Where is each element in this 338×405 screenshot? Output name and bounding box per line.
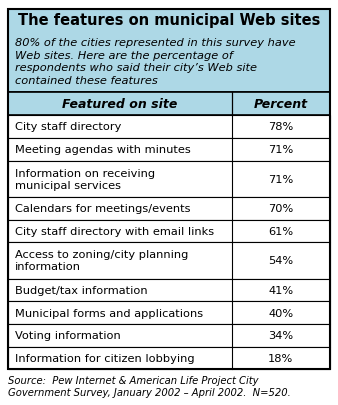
Text: 70%: 70% (268, 204, 293, 213)
Text: Access to zoning/city planning
information: Access to zoning/city planning informati… (15, 250, 188, 272)
Bar (8, 324, 330, 347)
Bar (8, 10, 330, 93)
Text: 18%: 18% (268, 353, 293, 363)
Bar (8, 347, 330, 369)
Text: City staff directory with email links: City staff directory with email links (15, 226, 214, 236)
Text: Information for citizen lobbying: Information for citizen lobbying (15, 353, 194, 363)
Text: Source:  Pew Internet & American Life Project City
Government Survey, January 20: Source: Pew Internet & American Life Pro… (8, 375, 291, 397)
Text: 61%: 61% (268, 226, 293, 236)
Text: 41%: 41% (268, 285, 293, 295)
Text: Information on receiving
municipal services: Information on receiving municipal servi… (15, 168, 155, 190)
Text: Meeting agendas with minutes: Meeting agendas with minutes (15, 145, 190, 155)
Text: The features on municipal Web sites: The features on municipal Web sites (18, 13, 320, 28)
Text: Budget/tax information: Budget/tax information (15, 285, 147, 295)
Text: 71%: 71% (268, 174, 293, 184)
Bar (8, 197, 330, 220)
Text: Municipal forms and applications: Municipal forms and applications (15, 308, 203, 318)
Bar (8, 279, 330, 301)
Text: Percent: Percent (254, 98, 308, 111)
Text: 54%: 54% (268, 256, 293, 266)
Text: 80% of the cities represented in this survey have
Web sites. Here are the percen: 80% of the cities represented in this su… (15, 38, 296, 86)
Text: 78%: 78% (268, 122, 293, 132)
Text: Calendars for meetings/events: Calendars for meetings/events (15, 204, 190, 213)
Bar (8, 301, 330, 324)
Text: 40%: 40% (268, 308, 293, 318)
Bar (8, 139, 330, 161)
Text: 34%: 34% (268, 330, 293, 340)
Bar (8, 243, 330, 279)
Bar (8, 220, 330, 243)
Text: 71%: 71% (268, 145, 293, 155)
Text: City staff directory: City staff directory (15, 122, 121, 132)
Bar (8, 10, 330, 369)
Bar (8, 116, 330, 139)
Text: Featured on site: Featured on site (62, 98, 178, 111)
Bar (8, 161, 330, 197)
Bar (8, 93, 330, 116)
Text: Voting information: Voting information (15, 330, 120, 340)
